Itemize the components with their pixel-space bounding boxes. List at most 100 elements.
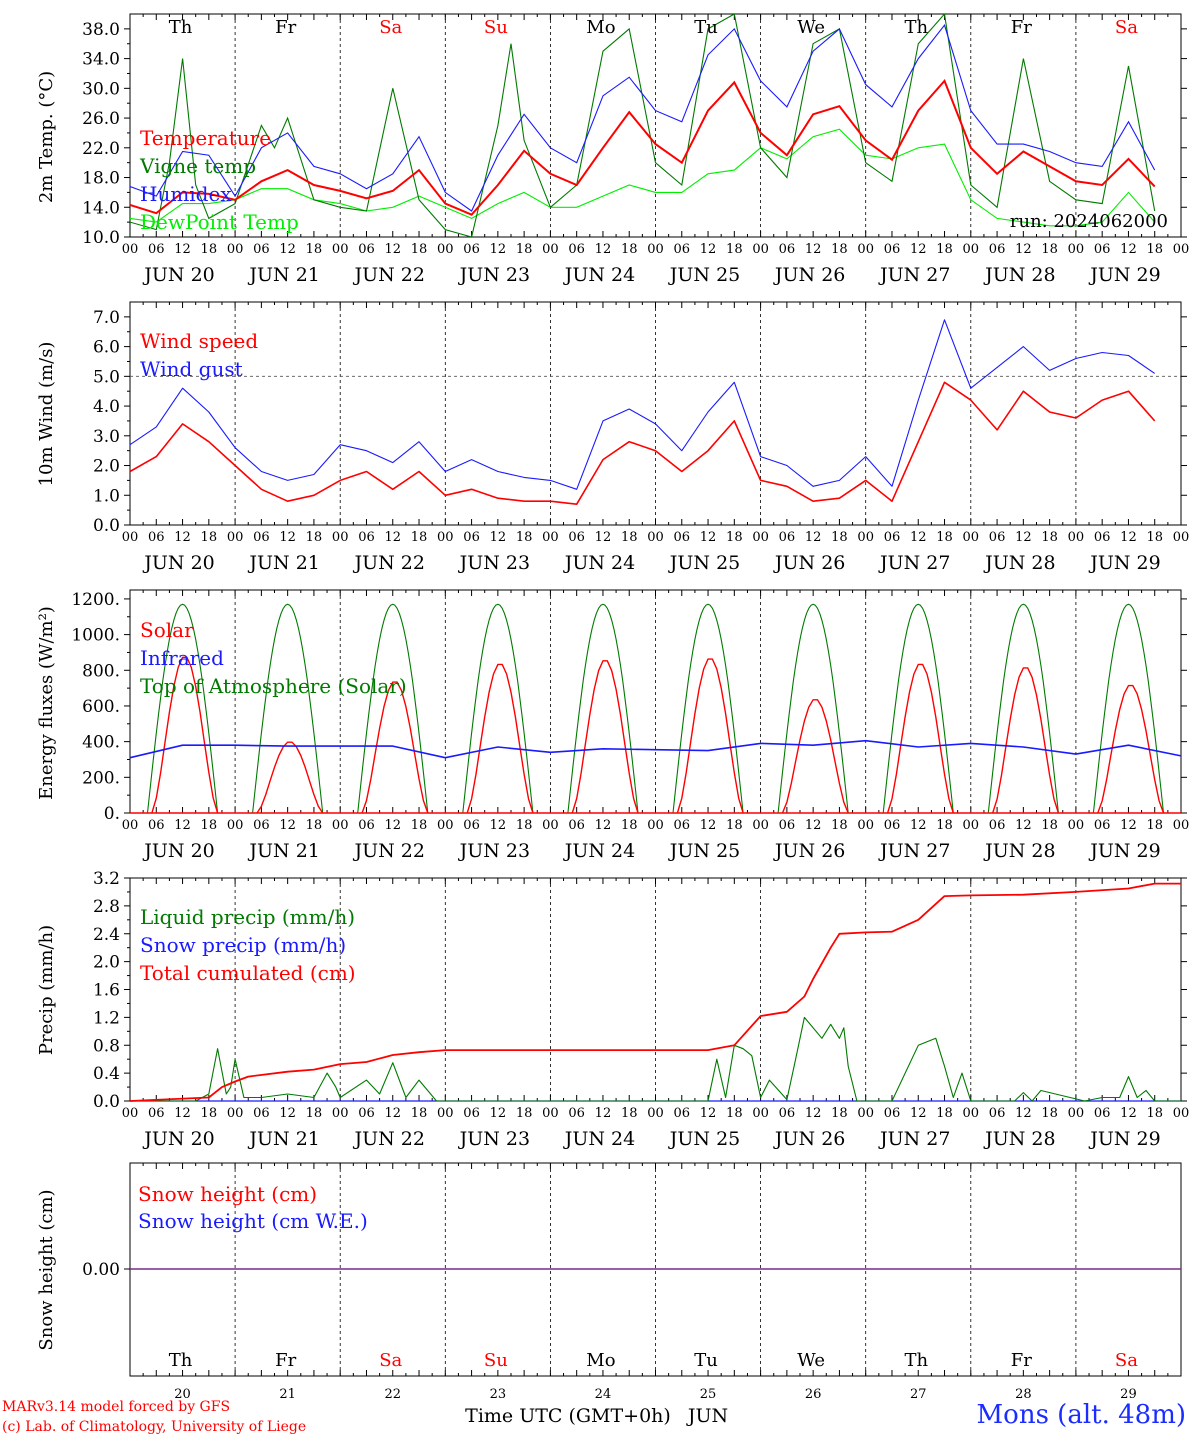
x-hour-label: 06: [1094, 242, 1111, 257]
x-date-label: JUN 27: [878, 840, 950, 862]
x-date-label: JUN 21: [247, 552, 319, 574]
x-hour-label: 18: [621, 818, 638, 833]
x-hour-label: 12: [805, 1106, 822, 1121]
x-hour-label: 18: [936, 818, 953, 833]
legend-entry: Top of Atmosphere (Solar): [140, 674, 407, 698]
x-date-label: JUN 25: [668, 840, 740, 862]
day-number-label: 29: [1120, 1387, 1137, 1402]
y-tick-label: 0.00: [82, 1260, 120, 1280]
x-hour-label: 12: [490, 818, 507, 833]
day-number-label: 20: [174, 1387, 191, 1402]
y-tick-label: 2.0: [93, 457, 120, 477]
y-tick-label: 5.0: [93, 367, 120, 387]
series-infrared: [129, 739, 1182, 759]
x-hour-label: 00: [437, 242, 454, 257]
series-wind-gust: [129, 319, 1156, 490]
x-hour-label: 00: [647, 530, 664, 545]
x-hour-label: 18: [1146, 818, 1163, 833]
x-hour-label: 00: [1173, 530, 1190, 545]
x-hour-label: 06: [358, 1106, 375, 1121]
station-name: Mons (alt. 48m): [976, 1400, 1186, 1430]
y-tick-label: 1.6: [93, 981, 120, 1001]
y-tick-label: 10.0: [82, 228, 120, 248]
y-tick-label: 1.2: [93, 1008, 120, 1028]
x-hour-label: 12: [1120, 242, 1137, 257]
x-date-label: JUN 22: [353, 840, 425, 862]
x-hour-label: 18: [621, 1106, 638, 1121]
x-hour-label: 00: [647, 242, 664, 257]
x-hour-label: 18: [306, 530, 323, 545]
x-hour-label: 06: [779, 242, 796, 257]
panel-0-frame: [129, 13, 1182, 238]
legend-entry: Wind speed: [140, 329, 258, 353]
x-date-label: JUN 20: [142, 840, 214, 862]
x-hour-label: 00: [122, 818, 139, 833]
x-hour-label: 18: [1041, 242, 1058, 257]
x-hour-label: 06: [674, 242, 691, 257]
x-hour-label: 12: [384, 242, 401, 257]
x-hour-label: 18: [201, 1106, 218, 1121]
day-name-label: Su: [484, 1350, 508, 1371]
x-hour-label: 06: [253, 242, 270, 257]
series-solar-day: [781, 699, 849, 814]
series-humidex: [130, 24, 1156, 212]
y-tick-label: 2.4: [93, 925, 120, 945]
x-date-label: JUN 27: [878, 552, 950, 574]
x-hour-label: 00: [1173, 1106, 1190, 1121]
x-hour-label: 00: [752, 242, 769, 257]
series-liquid-precip: [130, 1016, 1181, 1102]
x-hour-label: 06: [568, 530, 585, 545]
x-hour-label: 18: [621, 242, 638, 257]
x-hour-label: 06: [253, 1106, 270, 1121]
legend-entry: Total cumulated (cm): [140, 961, 356, 985]
x-hour-label: 00: [1068, 242, 1085, 257]
x-hour-label: 12: [700, 818, 717, 833]
x-hour-label: 06: [1094, 530, 1111, 545]
x-hour-label: 00: [963, 530, 980, 545]
y-tick-label: 18.0: [82, 169, 120, 189]
x-hour-label: 18: [411, 1106, 428, 1121]
x-date-label: JUN 20: [142, 552, 214, 574]
y-tick-label: 600.: [82, 697, 120, 717]
x-hour-label: 18: [831, 530, 848, 545]
x-hour-label: 06: [463, 530, 480, 545]
x-hour-label: 18: [1041, 818, 1058, 833]
x-hour-label: 06: [1094, 1106, 1111, 1121]
x-hour-label: 00: [752, 1106, 769, 1121]
y-tick-label: 1200.: [71, 590, 120, 610]
x-hour-label: 00: [332, 1106, 349, 1121]
day-name-label: Fr: [1011, 1350, 1032, 1371]
x-hour-label: 18: [516, 242, 533, 257]
x-date-label: JUN 23: [458, 840, 530, 862]
x-hour-label: 12: [805, 530, 822, 545]
day-name-label: Th: [904, 17, 928, 38]
day-name-label: Th: [169, 17, 193, 38]
day-name-label: We: [797, 1350, 825, 1371]
x-date-label: JUN 23: [458, 1128, 530, 1150]
series-solar-day: [676, 658, 744, 814]
x-date-label: JUN 24: [563, 840, 635, 862]
x-date-label: JUN 21: [247, 840, 319, 862]
x-date-label: JUN 26: [773, 552, 845, 574]
day-name-label: We: [797, 17, 825, 38]
x-hour-label: 06: [463, 242, 480, 257]
x-hour-label: 00: [437, 530, 454, 545]
x-hour-label: 12: [595, 818, 612, 833]
series-solar-day: [151, 656, 219, 814]
x-date-label: JUN 20: [142, 264, 214, 286]
x-hour-label: 00: [227, 242, 244, 257]
legend-entry: Vigne temp: [139, 154, 256, 178]
x-hour-label: 18: [726, 530, 743, 545]
y-tick-label: 34.0: [82, 50, 120, 70]
series-toa-solar-day: [777, 603, 849, 814]
x-hour-label: 06: [148, 1106, 165, 1121]
x-hour-label: 06: [358, 530, 375, 545]
x-hour-label: 18: [201, 242, 218, 257]
x-date-label: JUN 21: [247, 1128, 319, 1150]
y-tick-label: 1000.: [71, 626, 120, 646]
day-name-label: Tu: [694, 17, 718, 38]
x-hour-label: 06: [884, 818, 901, 833]
y-tick-label: 22.0: [82, 139, 120, 159]
panel-1-ylabel: 10m Wind (m/s): [36, 342, 57, 487]
